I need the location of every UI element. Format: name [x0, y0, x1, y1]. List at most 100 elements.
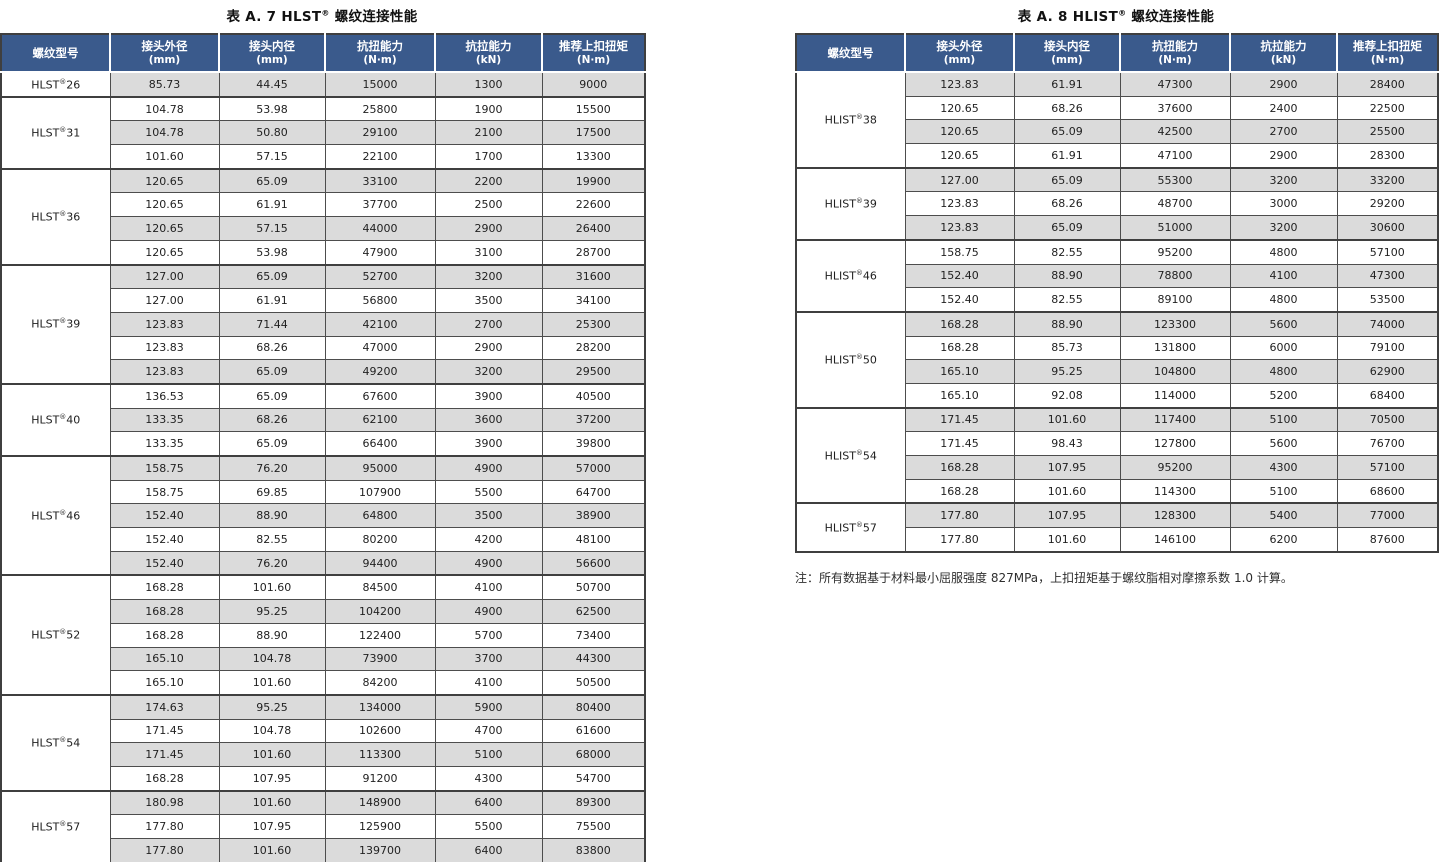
data-cell: 34100: [541, 288, 646, 313]
model-cell: HLIST®57: [795, 502, 906, 553]
data-cell: 40500: [541, 382, 646, 409]
data-cell: 80400: [541, 693, 646, 720]
data-cell: 65.09: [1013, 166, 1121, 193]
data-cell: 6400: [434, 837, 543, 862]
data-cell: 101.60: [109, 144, 220, 170]
data-cell: 120.65: [109, 216, 220, 241]
data-cell: 177.80: [904, 502, 1015, 529]
data-cell: 68.26: [1013, 191, 1121, 217]
table-row: HLST®31 104.78 53.98 25800 1900 15500: [0, 95, 646, 170]
data-cell: 5700: [434, 622, 543, 648]
data-cell: 131800: [1119, 335, 1231, 361]
data-cell: 3900: [434, 431, 543, 457]
data-cell: 88.90: [1013, 310, 1121, 337]
data-cell: 64700: [541, 479, 646, 505]
data-cell: 95.25: [218, 599, 326, 624]
data-cell: 84200: [324, 670, 436, 696]
data-cell: 5400: [1229, 502, 1338, 529]
table-row: HLIST®50 168.28 88.90 123300 5600 74000: [795, 310, 1439, 409]
data-cell: 101.60: [1013, 478, 1121, 504]
data-cell: 68.26: [218, 407, 326, 433]
data-cell: 44.45: [218, 71, 326, 98]
data-cell: 148900: [324, 789, 436, 816]
data-cell: 33200: [1336, 166, 1439, 193]
data-cell: 158.75: [109, 454, 220, 481]
data-cell: 61.91: [1013, 143, 1121, 169]
data-cell: 78800: [1119, 263, 1231, 289]
data-cell: 66400: [324, 431, 436, 457]
col-header-id: 接头内径 (mm): [1013, 34, 1120, 73]
data-cell: 6400: [434, 789, 543, 816]
table-a8-header: 螺纹型号 接头外径 (mm) 接头内径 (mm) 抗扭能力 (N·m) 抗拉能力 (kN…: [796, 34, 1438, 73]
data-cell: 127.00: [109, 288, 220, 313]
data-cell: 168.28: [904, 335, 1015, 361]
data-cell: 177.80: [109, 814, 220, 839]
data-cell: 13300: [541, 144, 646, 170]
data-cell: 4300: [434, 765, 543, 792]
data-cell: 3500: [434, 503, 543, 529]
data-cell: 113300: [324, 742, 436, 767]
data-cell: 158.75: [904, 238, 1015, 265]
table-row: 152.40 88.90 64800 3500 38900: [1, 503, 646, 529]
model-cell: HLIST®39: [795, 166, 906, 241]
data-cell: 80200: [324, 527, 436, 552]
data-cell: 88.90: [1013, 263, 1121, 289]
data-cell: 2700: [434, 311, 543, 337]
data-cell: 136.53: [109, 382, 220, 409]
data-cell: 98.43: [1013, 431, 1121, 456]
model-cell: HLIST®38: [795, 71, 906, 169]
data-cell: 168.28: [109, 765, 220, 792]
data-cell: 68000: [541, 742, 646, 767]
data-cell: 15500: [541, 95, 646, 122]
table-row: 168.28 85.73 131800 6000 79100: [796, 335, 1439, 361]
data-cell: 22600: [541, 192, 646, 218]
data-cell: 48100: [541, 527, 646, 552]
table-row: 120.65 61.91 47100 2900 28300: [796, 143, 1439, 169]
data-cell: 4800: [1229, 287, 1338, 313]
table-row: 123.83 68.26 48700 3000 29200: [796, 191, 1439, 217]
data-cell: 133.35: [109, 431, 220, 457]
table-row: HLIST®57 177.80 107.95 128300 5400 77000: [795, 502, 1439, 553]
data-cell: 4900: [434, 454, 543, 481]
table-row: 168.28 88.90 122400 5700 73400: [1, 622, 646, 648]
data-cell: 73400: [541, 622, 646, 648]
data-cell: 31600: [541, 263, 646, 290]
data-cell: 53500: [1336, 287, 1439, 313]
data-cell: 69.85: [218, 479, 326, 505]
data-cell: 30600: [1336, 215, 1439, 241]
data-cell: 44000: [324, 216, 436, 241]
data-cell: 95000: [324, 454, 436, 481]
data-cell: 107.95: [1013, 455, 1121, 480]
data-cell: 9000: [541, 71, 646, 98]
data-cell: 56600: [541, 550, 646, 576]
data-cell: 2200: [434, 167, 543, 194]
data-cell: 68400: [1336, 382, 1439, 409]
table-row: 152.40 76.20 94400 4900 56600: [1, 550, 646, 576]
data-cell: 29100: [324, 120, 436, 146]
data-cell: 2500: [434, 192, 543, 218]
table-row: 177.80 101.60 146100 6200 87600: [796, 527, 1439, 553]
data-cell: 47300: [1119, 70, 1231, 97]
data-cell: 4100: [1229, 263, 1338, 289]
table-row: 133.35 68.26 62100 3600 37200: [1, 407, 646, 433]
data-cell: 125900: [324, 814, 436, 839]
data-cell: 122400: [324, 622, 436, 648]
col-header-makeup-torque: 推荐上扣扭矩 (N·m): [1336, 34, 1438, 73]
data-cell: 29200: [1336, 191, 1439, 217]
data-cell: 29500: [541, 359, 646, 385]
data-cell: 1900: [434, 95, 543, 122]
data-cell: 3200: [1229, 166, 1338, 193]
data-cell: 165.10: [109, 646, 220, 672]
data-cell: 74000: [1336, 310, 1439, 337]
data-cell: 33100: [324, 167, 436, 194]
data-cell: 67600: [324, 382, 436, 409]
data-cell: 88.90: [218, 503, 326, 529]
data-cell: 28700: [541, 239, 646, 266]
table-row: HLST®54 174.63 95.25 134000 5900 80400: [0, 693, 646, 792]
table-row: HLST®52 168.28 101.60 84500 4100 50700: [0, 574, 646, 696]
data-cell: 104200: [324, 599, 436, 624]
data-cell: 89100: [1119, 287, 1231, 313]
table-row: 171.45 104.78 102600 4700 61600: [1, 718, 646, 744]
data-cell: 4100: [434, 670, 543, 696]
